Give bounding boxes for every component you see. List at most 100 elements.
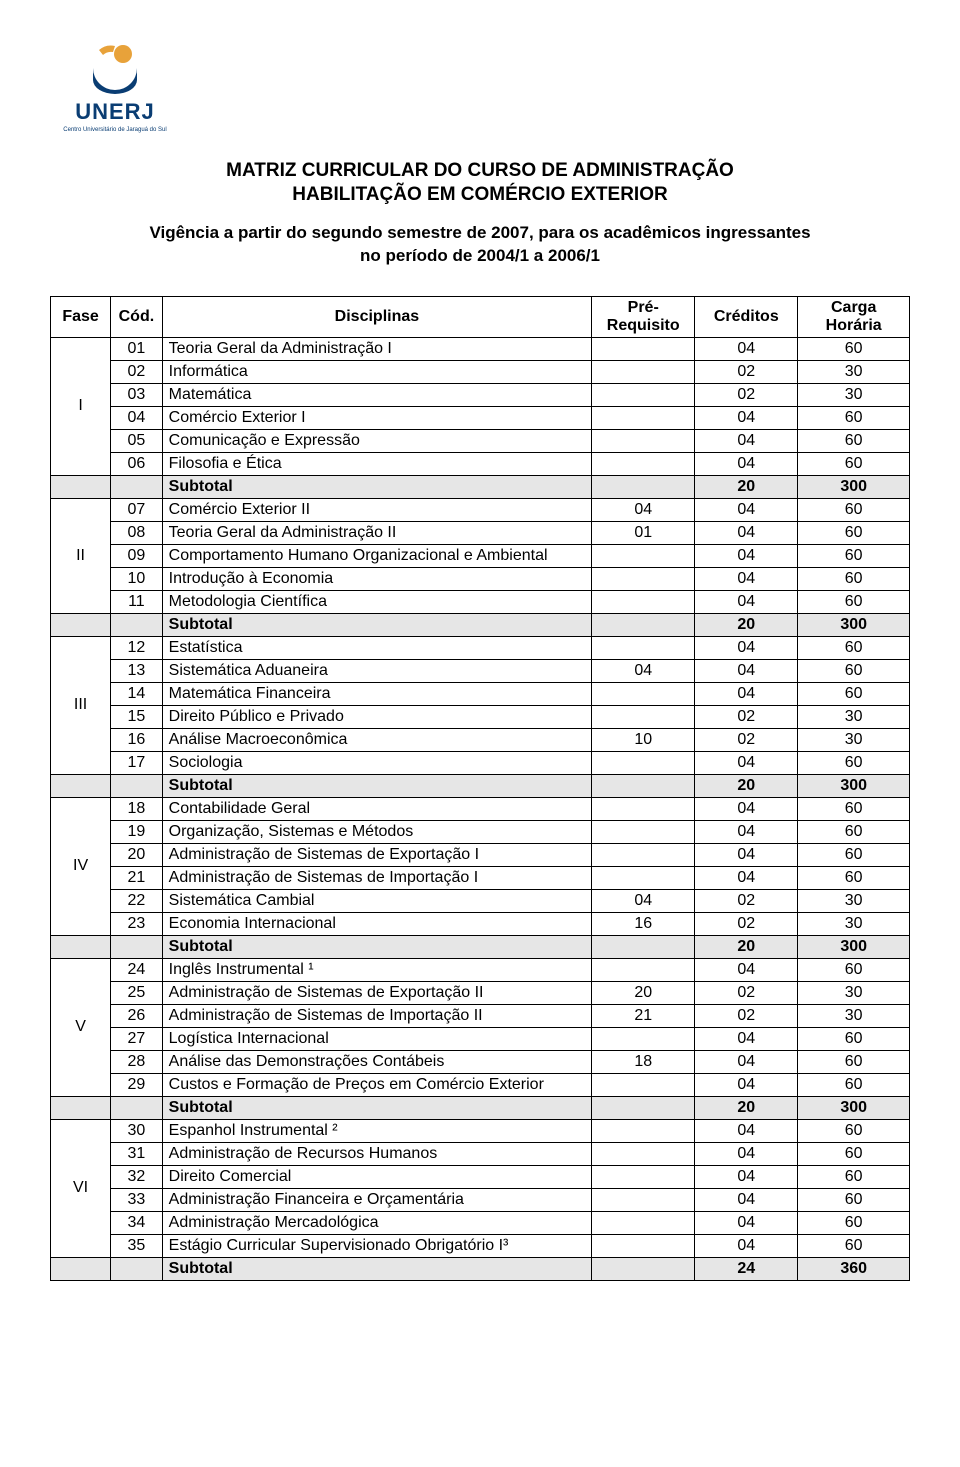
disc-cell: Inglês Instrumental ¹ <box>162 958 592 981</box>
cod-cell: 15 <box>111 705 163 728</box>
prereq-cell: 01 <box>592 521 695 544</box>
cred-cell: 02 <box>695 1004 798 1027</box>
cred-cell: 04 <box>695 797 798 820</box>
carga-cell: 60 <box>798 1050 910 1073</box>
subtotal-fase <box>51 774 111 797</box>
subtotal-row: Subtotal 20300 <box>51 1096 910 1119</box>
disc-cell: Análise Macroeconômica <box>162 728 592 751</box>
disc-cell: Economia Internacional <box>162 912 592 935</box>
carga-cell: 60 <box>798 636 910 659</box>
carga-cell: 60 <box>798 1211 910 1234</box>
subtotal-label: Subtotal <box>162 1096 592 1119</box>
table-row: 17Sociologia0460 <box>51 751 910 774</box>
cred-cell: 04 <box>695 1142 798 1165</box>
cred-cell: 04 <box>695 1234 798 1257</box>
prereq-cell <box>592 1119 695 1142</box>
table-row: 19Organização, Sistemas e Métodos0460 <box>51 820 910 843</box>
disc-cell: Organização, Sistemas e Métodos <box>162 820 592 843</box>
cod-cell: 29 <box>111 1073 163 1096</box>
table-row: 28Análise das Demonstrações Contábeis180… <box>51 1050 910 1073</box>
disc-cell: Comportamento Humano Organizacional e Am… <box>162 544 592 567</box>
header-disciplinas: Disciplinas <box>162 296 592 337</box>
subtotal-row: Subtotal 20300 <box>51 613 910 636</box>
carga-cell: 60 <box>798 590 910 613</box>
carga-cell: 60 <box>798 659 910 682</box>
disc-cell: Direito Público e Privado <box>162 705 592 728</box>
logo-tagline: Centro Universitário de Jaraguá do Sul <box>50 127 180 133</box>
subtotal-row: Subtotal 24360 <box>51 1257 910 1280</box>
carga-cell: 60 <box>798 337 910 360</box>
disc-cell: Administração de Sistemas de Importação … <box>162 1004 592 1027</box>
cod-cell: 08 <box>111 521 163 544</box>
table-row: 02Informática0230 <box>51 360 910 383</box>
subtotal-pre <box>592 1096 695 1119</box>
vigencia-line2: no período de 2004/1 a 2006/1 <box>360 246 600 265</box>
carga-cell: 60 <box>798 1188 910 1211</box>
disc-cell: Administração de Recursos Humanos <box>162 1142 592 1165</box>
cod-cell: 23 <box>111 912 163 935</box>
cod-cell: 30 <box>111 1119 163 1142</box>
cred-cell: 04 <box>695 682 798 705</box>
prereq-cell <box>592 751 695 774</box>
disc-cell: Sociologia <box>162 751 592 774</box>
cred-cell: 04 <box>695 866 798 889</box>
cod-cell: 11 <box>111 590 163 613</box>
prereq-cell: 21 <box>592 1004 695 1027</box>
cred-cell: 04 <box>695 521 798 544</box>
header-carga: Carga Horária <box>798 296 910 337</box>
table-row: 04Comércio Exterior I0460 <box>51 406 910 429</box>
subtotal-label: Subtotal <box>162 774 592 797</box>
prereq-cell <box>592 820 695 843</box>
subtotal-cod <box>111 475 163 498</box>
disc-cell: Teoria Geral da Administração I <box>162 337 592 360</box>
disc-cell: Administração de Sistemas de Exportação … <box>162 843 592 866</box>
cod-cell: 07 <box>111 498 163 521</box>
carga-cell: 30 <box>798 705 910 728</box>
prereq-cell: 04 <box>592 659 695 682</box>
cod-cell: 01 <box>111 337 163 360</box>
prereq-cell <box>592 866 695 889</box>
disc-cell: Análise das Demonstrações Contábeis <box>162 1050 592 1073</box>
carga-cell: 60 <box>798 866 910 889</box>
disc-cell: Filosofia e Ética <box>162 452 592 475</box>
header-fase: Fase <box>51 296 111 337</box>
prereq-cell <box>592 544 695 567</box>
cred-cell: 04 <box>695 1027 798 1050</box>
carga-cell: 60 <box>798 521 910 544</box>
carga-cell: 60 <box>798 567 910 590</box>
fase-cell: I <box>51 337 111 475</box>
carga-cell: 30 <box>798 981 910 1004</box>
vigencia-text: Vigência a partir do segundo semestre de… <box>50 222 910 268</box>
disc-cell: Estágio Curricular Supervisionado Obriga… <box>162 1234 592 1257</box>
subtotal-pre <box>592 613 695 636</box>
carga-cell: 30 <box>798 360 910 383</box>
cred-cell: 04 <box>695 958 798 981</box>
cred-cell: 04 <box>695 429 798 452</box>
cod-cell: 21 <box>111 866 163 889</box>
subtotal-fase <box>51 1257 111 1280</box>
cod-cell: 04 <box>111 406 163 429</box>
subtotal-cod <box>111 774 163 797</box>
subtotal-fase <box>51 475 111 498</box>
prereq-cell: 04 <box>592 889 695 912</box>
subtotal-cod <box>111 613 163 636</box>
prereq-cell <box>592 636 695 659</box>
carga-cell: 30 <box>798 1004 910 1027</box>
cod-cell: 12 <box>111 636 163 659</box>
table-row: 10Introdução à Economia0460 <box>51 567 910 590</box>
prereq-cell <box>592 360 695 383</box>
disc-cell: Contabilidade Geral <box>162 797 592 820</box>
cred-cell: 02 <box>695 705 798 728</box>
subtotal-pre <box>592 1257 695 1280</box>
cred-cell: 04 <box>695 567 798 590</box>
prereq-cell <box>592 452 695 475</box>
prereq-cell <box>592 1027 695 1050</box>
subtotal-carga: 300 <box>798 935 910 958</box>
fase-cell: II <box>51 498 111 613</box>
table-row: 21Administração de Sistemas de Importaçã… <box>51 866 910 889</box>
subtotal-pre <box>592 475 695 498</box>
cred-cell: 02 <box>695 383 798 406</box>
subtotal-carga: 360 <box>798 1257 910 1280</box>
subtotal-cod <box>111 1257 163 1280</box>
carga-cell: 60 <box>798 429 910 452</box>
